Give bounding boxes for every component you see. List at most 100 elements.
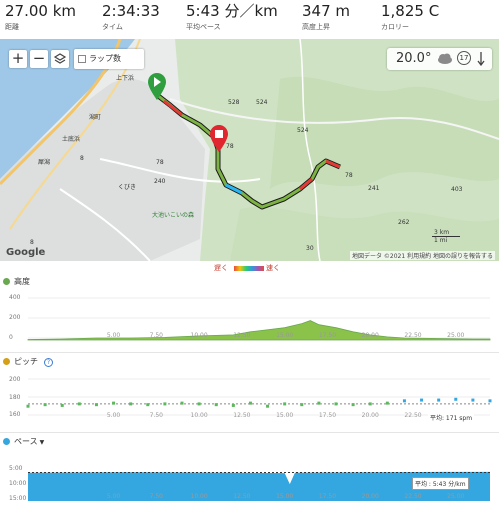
cadence-average: 平均: 171 spm: [428, 412, 475, 423]
stat-value: 1,825 C: [381, 2, 440, 20]
pace-area: [28, 471, 490, 501]
place-label: 土底浜: [62, 136, 81, 143]
finish-marker-icon[interactable]: [209, 125, 229, 153]
cloud-icon: [438, 53, 452, 64]
cadence-point: [368, 402, 372, 406]
cadence-point: [385, 401, 389, 405]
laps-label: ラップ数: [89, 54, 121, 63]
cadence-point: [437, 398, 441, 402]
x-tick: 12.50: [233, 493, 250, 500]
x-tick: 20.00: [362, 412, 379, 419]
road-number: 241: [368, 185, 380, 192]
x-tick: 25.00: [447, 332, 464, 339]
speed-legend: 遅く 速く: [200, 263, 300, 275]
start-marker-icon[interactable]: [147, 73, 167, 101]
help-icon[interactable]: ?: [44, 358, 53, 367]
cadence-point: [231, 403, 235, 407]
pace-title: ペース: [14, 437, 38, 446]
stats-header: 27.00 km 距離 2:34:33 タイム 5:43 分／km 平均ペース …: [0, 0, 499, 36]
y-tick: 200: [9, 314, 21, 321]
stat-label: タイム: [102, 23, 123, 31]
cadence-point: [26, 404, 30, 408]
route-map[interactable]: + − ラップ数 20.0° 17 上下浜 潟町 土底浜 犀潟 くびき 大池いこ…: [0, 39, 499, 261]
place-label: 上下浜: [116, 75, 135, 82]
road-number: 8: [80, 155, 84, 162]
road-number: 262: [398, 219, 410, 226]
y-tick: 0: [9, 334, 13, 341]
checkbox-box[interactable]: [78, 54, 86, 63]
cadence-point: [197, 402, 201, 406]
scale-km: 3 km: [432, 229, 460, 237]
road-number: 240: [154, 178, 166, 185]
stat-time: 2:34:33 タイム: [102, 3, 160, 32]
zoom-out-button[interactable]: −: [30, 50, 48, 68]
x-tick: 15.00: [276, 493, 293, 500]
road-number: 30: [306, 245, 314, 252]
stat-label: カロリー: [381, 23, 409, 31]
x-tick: 7.50: [150, 332, 164, 339]
x-tick: 10.00: [191, 412, 208, 419]
divider: [0, 432, 499, 433]
chevron-down-icon[interactable]: ▼: [39, 439, 45, 446]
y-tick: 200: [9, 376, 21, 383]
stat-value: 347 m: [302, 2, 351, 20]
cadence-plot: 5.007.5010.0012.5015.0017.5020.0022.5025…: [26, 378, 492, 419]
stat-label: 距離: [5, 23, 19, 31]
road-number: 524: [297, 127, 309, 134]
temperature: 20.0°: [396, 51, 432, 66]
cadence-point: [60, 403, 64, 407]
stat-distance: 27.00 km 距離: [5, 3, 76, 32]
stat-avg-pace: 5:43 分／km 平均ペース: [186, 3, 278, 32]
stat-label: 平均ペース: [186, 23, 221, 31]
road-number: 8: [30, 239, 34, 246]
cadence-point: [471, 398, 475, 402]
cadence-point: [317, 401, 321, 405]
cadence-header: ピッチ?: [3, 356, 53, 367]
stat-value: 2:34:33: [102, 2, 160, 20]
y-tick: 15:00: [9, 495, 27, 502]
elevation-title: 高度: [14, 277, 30, 286]
road-number: 78: [226, 143, 234, 150]
map-attribution[interactable]: 地図データ ©2021 利用規約 地図の誤りを報告する: [350, 251, 495, 260]
zoom-in-button[interactable]: +: [9, 50, 27, 68]
map-background: [0, 39, 499, 261]
cadence-point: [129, 402, 133, 406]
elevation-area: [27, 320, 491, 341]
cadence-point: [334, 402, 338, 406]
cadence-point: [420, 398, 424, 402]
x-tick: 12.50: [233, 412, 250, 419]
google-logo: Google: [6, 247, 46, 258]
cadence-point: [180, 401, 184, 405]
layers-button[interactable]: [51, 50, 69, 68]
cadence-point: [112, 401, 116, 405]
stat-calories: 1,825 C カロリー: [381, 3, 439, 32]
cadence-point: [402, 399, 406, 403]
x-tick: 10.00: [191, 332, 208, 339]
cadence-point: [146, 403, 150, 407]
x-tick: 17.50: [319, 332, 336, 339]
wind-badge: 17: [457, 51, 471, 65]
road-number: 403: [451, 186, 463, 193]
weather-widget: 20.0° 17: [387, 48, 492, 70]
pace-chart[interactable]: 5.00 7.50 10.00 12.50 15.00 17.50 20.00 22.50 25…: [0, 451, 499, 507]
y-tick: 5:00: [9, 465, 23, 472]
x-tick: 20.00: [362, 332, 379, 339]
x-tick: 5.00: [107, 493, 121, 500]
cadence-chart[interactable]: 5.007.5010.0012.5015.0017.5020.0022.5025…: [0, 370, 499, 430]
cadence-point: [43, 403, 47, 407]
x-tick: 7.50: [150, 493, 164, 500]
cadence-point: [488, 399, 492, 403]
road-number: 78: [345, 172, 353, 179]
x-tick: 15.00: [276, 412, 293, 419]
x-tick: 22.50: [404, 412, 421, 419]
x-tick: 15.00: [276, 332, 293, 339]
layers-icon: [53, 53, 67, 64]
x-tick: 22.50: [404, 493, 421, 500]
cadence-title: ピッチ: [14, 357, 38, 366]
x-tick: 10.00: [191, 493, 208, 500]
cadence-point: [248, 401, 252, 405]
laps-checkbox[interactable]: ラップ数: [74, 49, 144, 69]
place-label: くびき: [118, 184, 137, 191]
elevation-chart[interactable]: 5.00 7.50 10.00 12.50 15.00 17.50 20.00 22.50 25…: [0, 290, 499, 350]
map-scale: 3 km 1 mi: [432, 229, 460, 244]
